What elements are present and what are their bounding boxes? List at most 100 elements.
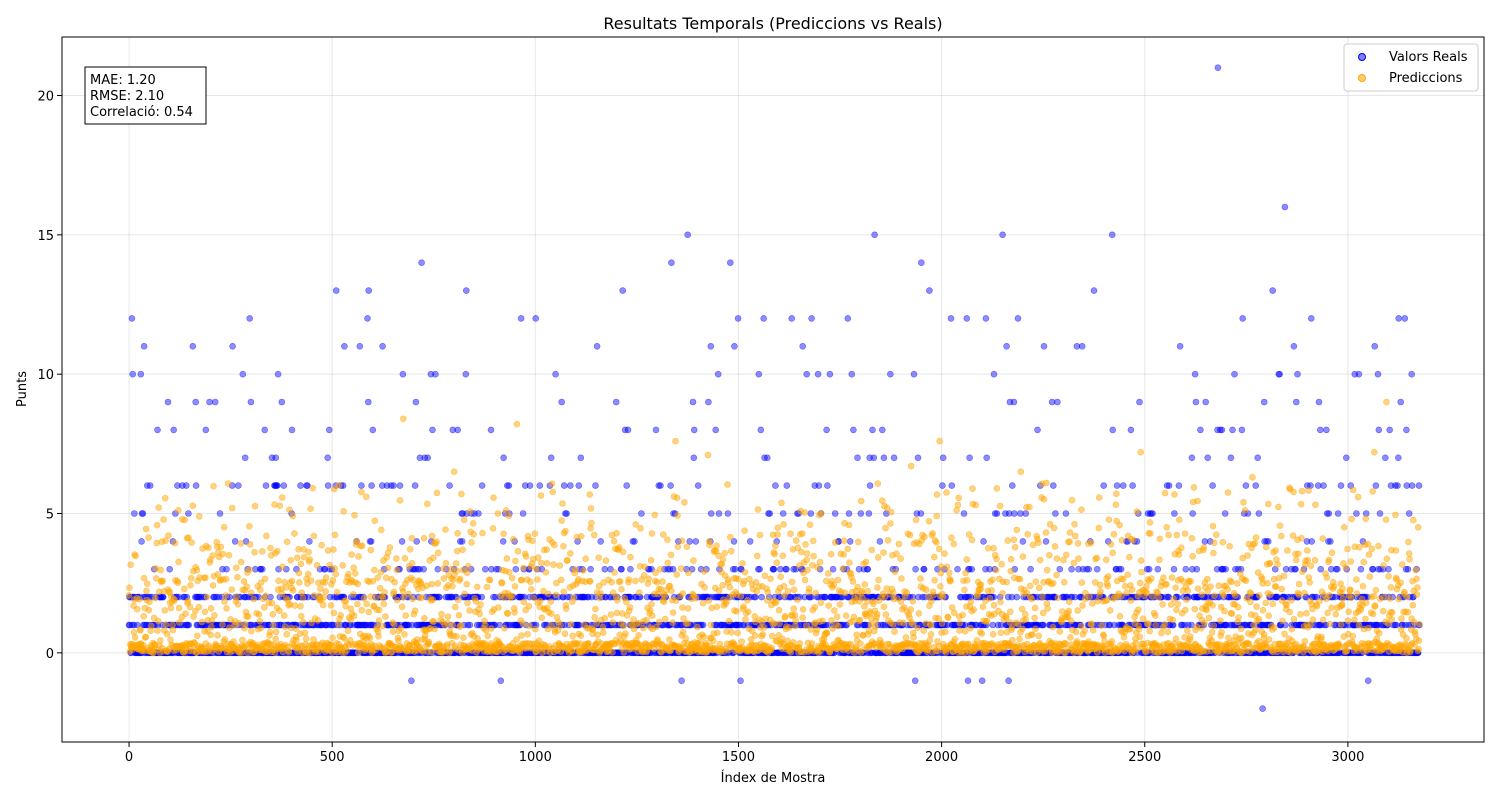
point-valors-reals xyxy=(652,426,660,434)
point-valors-reals xyxy=(1281,203,1289,211)
point-prediccions xyxy=(344,627,352,635)
point-valors-reals xyxy=(917,510,925,517)
point-valors-reals xyxy=(1364,677,1372,685)
point-valors-reals xyxy=(1109,426,1116,434)
point-prediccions xyxy=(131,634,139,641)
point-valors-reals xyxy=(1238,426,1246,434)
point-prediccions xyxy=(354,649,362,656)
point-prediccions xyxy=(377,568,385,576)
point-prediccions xyxy=(299,618,307,626)
point-valors-reals xyxy=(947,315,955,322)
point-prediccions xyxy=(281,623,289,631)
point-valors-reals xyxy=(1193,565,1201,573)
point-prediccions xyxy=(773,559,781,567)
point-valors-reals xyxy=(758,593,765,601)
point-valors-reals xyxy=(1374,370,1382,378)
point-prediccions xyxy=(721,549,729,557)
point-prediccions xyxy=(468,539,475,546)
point-prediccions xyxy=(674,512,681,519)
point-valors-reals xyxy=(623,482,631,489)
point-prediccions xyxy=(401,631,408,638)
point-valors-reals xyxy=(864,565,872,573)
point-valors-reals xyxy=(146,482,154,489)
point-valors-reals xyxy=(241,454,249,462)
point-valors-reals xyxy=(737,677,744,685)
point-valors-reals xyxy=(1408,370,1415,378)
point-valors-reals xyxy=(1022,510,1029,517)
point-prediccions xyxy=(189,502,197,510)
point-prediccions xyxy=(728,628,735,636)
point-prediccions xyxy=(219,550,227,558)
point-prediccions xyxy=(389,628,397,635)
point-valors-reals xyxy=(1108,231,1116,239)
point-valors-reals xyxy=(399,370,407,378)
point-valors-reals xyxy=(387,482,395,489)
point-valors-reals xyxy=(273,482,281,489)
point-valors-reals xyxy=(1334,510,1342,517)
point-prediccions xyxy=(706,541,713,549)
point-valors-reals xyxy=(1117,565,1125,573)
point-prediccions xyxy=(780,582,788,590)
point-valors-reals xyxy=(454,426,462,434)
point-prediccions xyxy=(767,575,774,583)
point-prediccions xyxy=(505,512,513,520)
point-valors-reals xyxy=(1371,342,1378,350)
point-prediccions xyxy=(674,543,682,551)
point-prediccions xyxy=(408,559,416,567)
point-valors-reals xyxy=(1252,482,1259,489)
point-prediccions xyxy=(375,632,382,640)
point-prediccions xyxy=(501,624,508,632)
point-prediccions xyxy=(664,536,671,544)
point-valors-reals xyxy=(690,426,698,434)
point-prediccions xyxy=(330,485,338,493)
point-prediccions xyxy=(531,530,539,538)
point-prediccions xyxy=(774,531,781,538)
point-prediccions xyxy=(473,583,481,591)
point-valors-reals xyxy=(887,370,894,378)
point-prediccions xyxy=(525,602,533,610)
point-prediccions xyxy=(648,612,656,620)
point-prediccions xyxy=(125,592,133,599)
point-prediccions xyxy=(666,636,673,643)
point-prediccions xyxy=(505,568,513,576)
point-prediccions xyxy=(768,644,776,652)
point-valors-reals xyxy=(429,426,436,434)
point-prediccions xyxy=(358,488,365,496)
point-prediccions xyxy=(202,574,209,582)
point-valors-reals xyxy=(206,398,213,406)
point-valors-reals xyxy=(1019,538,1027,545)
point-prediccions xyxy=(320,593,328,601)
point-prediccions xyxy=(461,590,468,598)
point-valors-reals xyxy=(755,370,763,378)
point-prediccions xyxy=(428,580,436,588)
point-prediccions xyxy=(586,491,594,498)
point-valors-reals xyxy=(1050,482,1057,489)
point-valors-reals xyxy=(1227,454,1235,462)
point-valors-reals xyxy=(1136,398,1143,406)
point-valors-reals xyxy=(526,482,534,489)
point-prediccions xyxy=(777,573,785,581)
point-valors-reals xyxy=(547,454,555,462)
point-prediccions xyxy=(295,569,303,577)
point-prediccions xyxy=(297,602,304,610)
point-prediccions xyxy=(778,499,785,507)
point-valors-reals xyxy=(1242,482,1250,489)
point-prediccions xyxy=(785,624,793,631)
point-prediccions xyxy=(587,505,595,512)
point-prediccions xyxy=(188,539,195,546)
point-prediccions xyxy=(140,612,147,620)
point-valors-reals xyxy=(1357,565,1365,573)
point-valors-reals xyxy=(1239,315,1246,322)
point-valors-reals xyxy=(1175,482,1183,489)
point-prediccions xyxy=(790,586,798,594)
point-prediccions xyxy=(648,530,656,537)
point-valors-reals xyxy=(1005,677,1012,685)
point-valors-reals xyxy=(1113,482,1121,489)
point-prediccions xyxy=(250,595,258,603)
point-valors-reals xyxy=(694,482,702,489)
point-prediccions xyxy=(538,559,545,567)
point-valors-reals xyxy=(964,677,972,685)
point-valors-reals xyxy=(166,565,173,573)
point-valors-reals xyxy=(131,510,138,517)
point-valors-reals xyxy=(475,510,482,517)
